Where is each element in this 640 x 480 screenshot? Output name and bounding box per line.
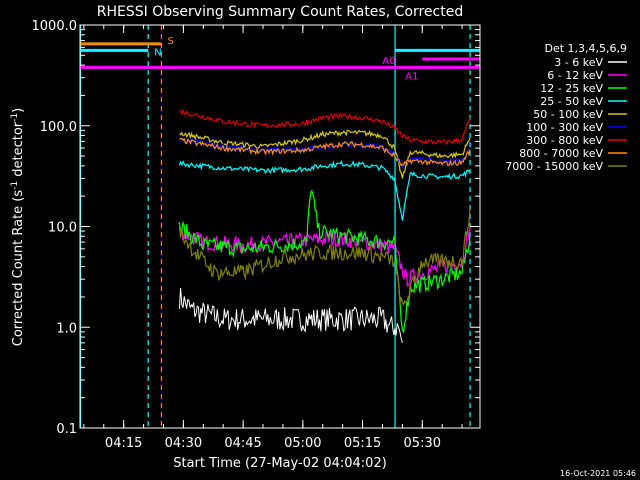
legend-title: Det 1,3,4,5,6,9 [544,42,627,55]
x-axis: 04:15 04:30 04:45 05:00 05:15 05:30 [83,25,463,451]
y-axis-label-end: ) [11,108,26,113]
flag-bar-label: A1 [405,71,418,82]
series-line [178,287,403,344]
x-tick-label: 05:15 [344,436,381,451]
legend-entry-label: 6 - 12 keV [547,69,603,82]
legend-entry-label: 50 - 100 keV [533,108,603,121]
legend-entry-label: 300 - 800 keV [526,134,603,147]
series-line [178,208,471,307]
chart-title: RHESSI Observing Summary Count Rates, Co… [97,4,463,20]
x-tick-label: 04:45 [224,436,261,451]
series-line [178,226,471,287]
y-tick-label: 1.0 [56,321,77,336]
plot-area: SN A0 A1 [79,25,480,428]
y-axis-label-main: Corrected Count Rate (s [11,190,26,347]
flag-bar-label: S [167,36,173,47]
x-tick-label: 05:30 [404,436,441,451]
y-tick-label: 1000.0 [32,19,78,34]
series-line [179,137,471,167]
flag-bar-label: N [154,47,161,58]
series-line [179,108,471,146]
x-tick-label: 04:30 [165,436,202,451]
y-axis-label-mid: detector [11,121,26,181]
legend-entry-label: 25 - 50 keV [540,95,603,108]
flag-bar-label: A0 [382,56,395,67]
x-axis-label: Start Time (27-May-02 04:04:02) [173,456,387,471]
y-tick-label: 100.0 [40,120,77,135]
y-axis-label-sup1: -1 [10,181,20,190]
legend-entry-label: 7000 - 15000 keV [505,160,603,173]
legend-entry-label: 3 - 6 keV [554,56,603,69]
x-tick-label: 04:15 [105,436,142,451]
legend-entry-label: 12 - 25 keV [540,82,603,95]
y-axis-label-sup2: -1 [10,113,20,122]
x-tick-label: 05:00 [284,436,321,451]
timestamp: 16-Oct-2021 05:46 [560,469,636,478]
y-axis: 0.1 1.0 10.0 100.0 1000.0 [32,19,480,437]
legend-entry-label: 100 - 300 keV [526,121,603,134]
series-line [179,129,471,179]
legend-entry-label: 800 - 7000 keV [519,147,603,160]
y-tick-label: 10.0 [48,221,77,236]
series-line [178,189,471,333]
y-axis-label: Corrected Count Rate (s-1 detector-1) [10,108,26,346]
series-line [178,160,471,221]
y-tick-label: 0.1 [56,422,77,437]
